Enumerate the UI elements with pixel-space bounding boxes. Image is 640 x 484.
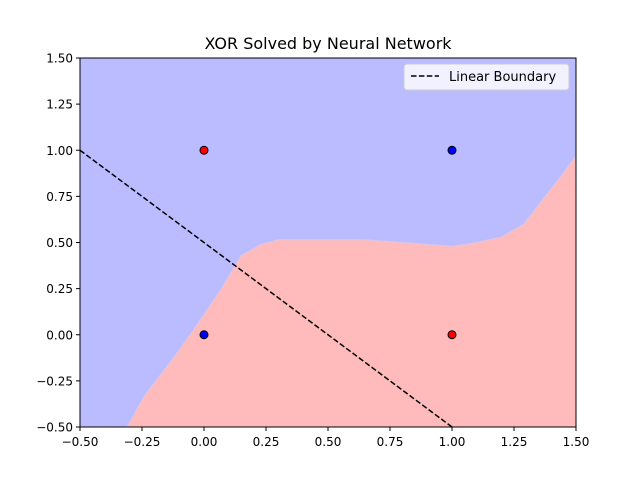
plot-area [79,58,577,428]
data-point-2 [447,330,457,340]
data-point-0 [199,330,209,340]
x-tick-label-8: 1.50 [563,435,590,449]
y-tick-label-3: 0.25 [46,282,73,296]
x-tick-label-0: −0.50 [62,435,99,449]
x-tick-label-6: 1.00 [439,435,466,449]
y-tick-label-1: −0.25 [36,374,73,388]
y-tick-label-0: −0.50 [36,421,73,435]
y-tick-label-5: 0.75 [46,190,73,204]
y-tick-label-6: 1.00 [46,144,73,158]
region-boundary-edge [126,155,577,428]
region-class1 [127,155,576,428]
y-tick-label-4: 0.50 [46,236,73,250]
y-tick-label-2: 0.00 [46,328,73,342]
legend-label: Linear Boundary [449,70,556,85]
axes: −0.50 −0.25 0.00 0.25 0.50 0.75 1.00 1.25 1.50 −0… [36,52,589,450]
data-point-3 [447,145,457,155]
y-tick-label-8: 1.50 [46,52,73,66]
x-tick-label-3: 0.25 [253,435,280,449]
x-tick-label-2: 0.00 [191,435,218,449]
legend-box [403,63,570,91]
linear-boundary-line [79,149,453,428]
chart-title: XOR Solved by Neural Network [204,34,452,53]
y-tick-label-7: 1.25 [46,98,73,112]
x-tick-label-7: 1.25 [501,435,528,449]
data-point-1 [199,145,209,155]
legend: Linear Boundary [403,63,570,91]
x-tick-label-1: −0.25 [124,435,161,449]
x-tick-label-4: 0.50 [315,435,342,449]
x-tick-label-5: 0.75 [377,435,404,449]
